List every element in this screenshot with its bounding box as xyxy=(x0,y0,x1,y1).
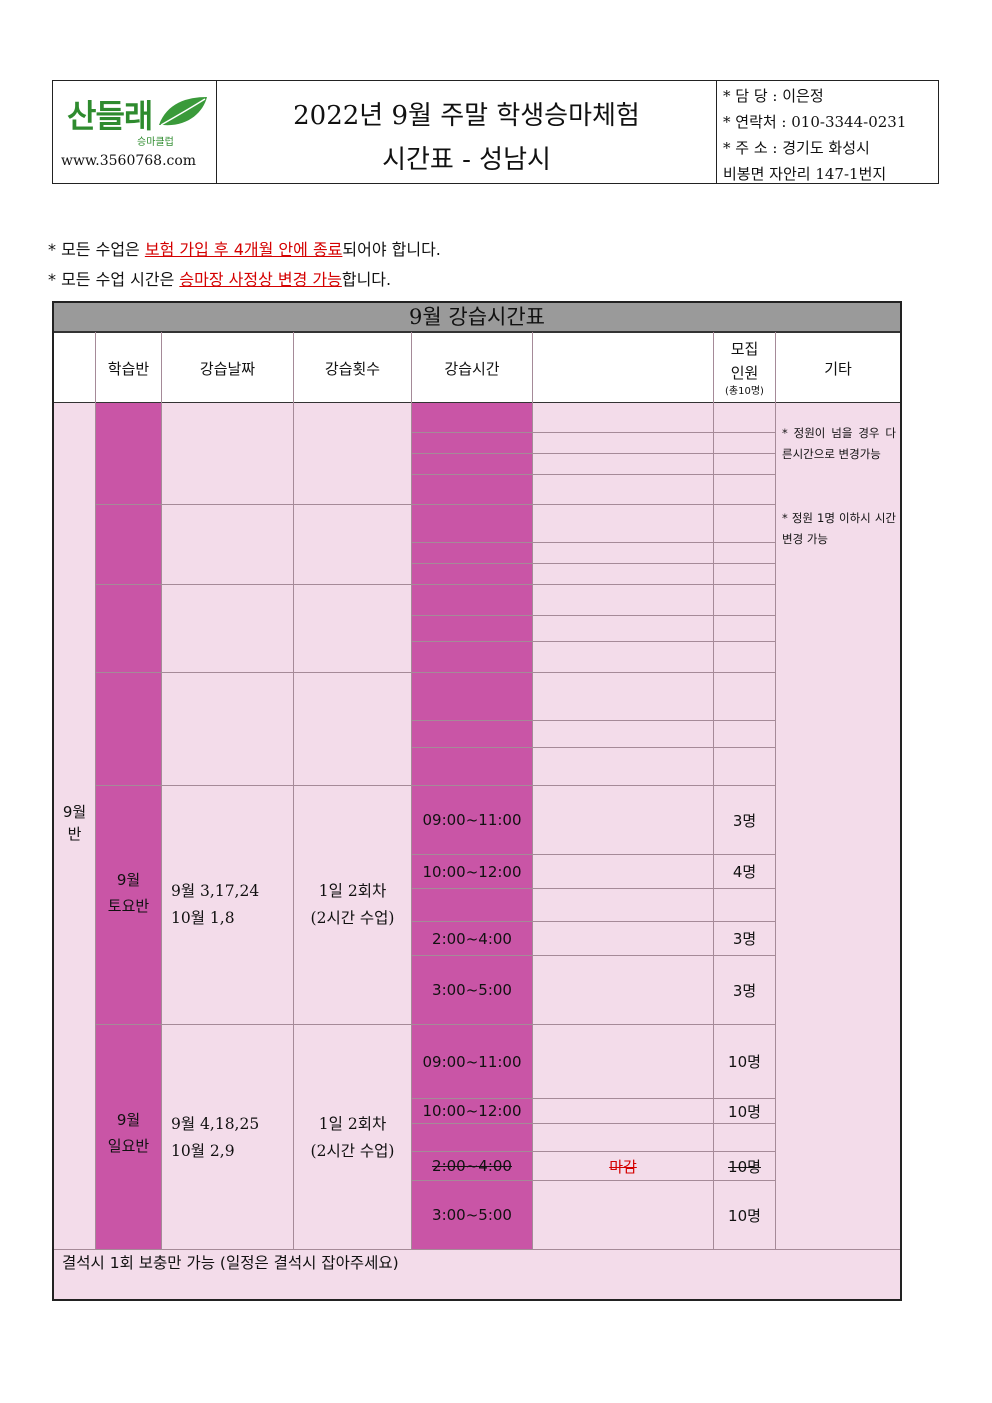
month-label: 9월 반 xyxy=(54,793,95,853)
sat-slot-capacity: 3명 xyxy=(732,930,757,948)
note-text: * 모든 수업 시간은 xyxy=(48,270,180,289)
note-text: 되어야 합니다. xyxy=(342,240,441,259)
sat-slot-time xyxy=(412,889,532,921)
timetable: 9월 강습시간표 학습반 강습날짜 강습횟수 강습시간 모집 인원 (총10명)… xyxy=(52,301,902,1301)
logo-text: 산들래 xyxy=(67,97,153,135)
manager-line: * 담 당 : 이은정 xyxy=(723,87,824,105)
header-empty xyxy=(54,333,95,403)
class-column-fill xyxy=(96,403,161,1249)
saturday-count-sessions: 1일 2회차 xyxy=(318,882,387,900)
sunday-count-sessions: 1일 2회차 xyxy=(318,1115,387,1133)
header-recruit-total: (총10명) xyxy=(725,386,764,397)
header-count: 강습횟수 xyxy=(294,333,411,403)
header-recruit: 모집 인원 (총10명) xyxy=(714,333,775,403)
sunday-class-label: 9월 일요반 xyxy=(96,1103,161,1163)
month-label-line1: 9월 xyxy=(62,803,87,821)
timetable-footer-note: 결석시 1회 보충만 가능 (일정은 결석시 잡아주세요) xyxy=(62,1254,399,1272)
sat-slot-time: 2:00~4:00 xyxy=(432,929,512,948)
sun-slot-status-closed: 마감 xyxy=(609,1157,637,1176)
header-class: 학습반 xyxy=(96,333,161,403)
sat-slot-capacity: 4명 xyxy=(732,863,757,881)
title-cell: 2022년 9월 주말 학생승마체험 시간표 - 성남시 xyxy=(217,81,717,183)
saturday-class-name: 토요반 xyxy=(107,897,150,915)
sat-slot-capacity xyxy=(714,889,775,921)
sunday-count: 1일 2회차 (2시간 수업) xyxy=(294,1111,411,1165)
sat-slot-capacity: 3명 xyxy=(732,981,757,1000)
leaf-icon xyxy=(159,97,207,126)
page-title: 2022년 9월 주말 학생승마체험 xyxy=(293,101,640,131)
header-recruit-line1: 모집 xyxy=(730,340,759,358)
sun-slot-time xyxy=(412,1124,532,1151)
sat-slot-time: 09:00~11:00 xyxy=(422,811,522,829)
header-dates: 강습날짜 xyxy=(162,333,293,403)
sun-slot-capacity: 10명 xyxy=(728,1102,761,1121)
header-box: 산들래 승마클럽 www.3560768.com 2022년 9월 주말 학생승… xyxy=(52,80,939,184)
saturday-dates-oct: 10월 1,8 xyxy=(171,909,235,927)
sun-slot-time: 3:00~5:00 xyxy=(432,1206,512,1224)
saturday-count: 1일 2회차 (2시간 수업) xyxy=(294,878,411,932)
month-label-line2: 반 xyxy=(67,825,82,843)
sunday-class-month: 9월 xyxy=(116,1111,141,1129)
saturday-class-month: 9월 xyxy=(116,871,141,889)
etc-note-capacity: * 정원이 넘을 경우 다른시간으로 변경가능 xyxy=(782,426,896,461)
sun-slot-capacity: 10명 xyxy=(728,1053,761,1071)
sunday-class-name: 일요반 xyxy=(107,1137,150,1155)
sun-slot-capacity: 10명 xyxy=(728,1206,761,1225)
header-recruit-line2: 인원 xyxy=(730,364,759,382)
address-line-2: 비봉면 자안리 147-1번지 xyxy=(723,165,887,183)
saturday-class-label: 9월 토요반 xyxy=(96,863,161,923)
contact-cell: * 담 당 : 이은정 * 연락처 : 010-3344-0231 * 주 소 … xyxy=(717,81,938,183)
etc-note-minimum: * 정원 1명 이하시 시간 변경 가능 xyxy=(782,511,896,546)
logo-cell: 산들래 승마클럽 www.3560768.com xyxy=(53,81,217,183)
sun-slot-time-closed: 2:00~4:00 xyxy=(432,1157,512,1175)
website-url: www.3560768.com xyxy=(61,153,197,169)
header-status xyxy=(533,333,713,403)
header-etc: 기타 xyxy=(776,333,900,403)
note-schedule-change: * 모든 수업 시간은 승마장 사정상 변경 가능합니다. xyxy=(48,266,391,290)
sun-slot-capacity xyxy=(714,1124,775,1151)
note-text: * 모든 수업은 xyxy=(48,240,145,259)
sat-slot-time: 3:00~5:00 xyxy=(432,981,512,999)
sat-slot-time: 10:00~12:00 xyxy=(422,862,522,881)
note-text: 합니다. xyxy=(341,270,392,289)
note-highlight: 승마장 사정상 변경 가능 xyxy=(179,270,342,289)
saturday-dates: 9월 3,17,24 10월 1,8 xyxy=(171,878,293,932)
sun-slot-capacity-closed: 10명 xyxy=(728,1157,761,1176)
saturday-dates-sep: 9월 3,17,24 xyxy=(171,882,260,900)
sunday-count-duration: (2시간 수업) xyxy=(310,1142,395,1160)
sunday-dates-sep: 9월 4,18,25 xyxy=(171,1115,260,1133)
time-column-fill xyxy=(412,403,532,1249)
sunday-dates: 9월 4,18,25 10월 2,9 xyxy=(171,1111,293,1165)
sun-slot-time: 10:00~12:00 xyxy=(422,1102,522,1120)
header-time: 강습시간 xyxy=(412,333,532,403)
sat-slot-capacity: 3명 xyxy=(732,811,757,830)
phone-line: * 연락처 : 010-3344-0231 xyxy=(723,113,907,131)
saturday-count-duration: (2시간 수업) xyxy=(310,909,395,927)
timetable-title: 9월 강습시간표 xyxy=(54,303,900,332)
note-insurance: * 모든 수업은 보험 가입 후 4개월 안에 종료되어야 합니다. xyxy=(48,236,441,260)
page-subtitle: 시간표 - 성남시 xyxy=(382,145,551,175)
sun-slot-time: 09:00~11:00 xyxy=(422,1052,522,1071)
address-line-1: * 주 소 : 경기도 화성시 xyxy=(723,139,870,157)
note-highlight: 보험 가입 후 4개월 안에 종료 xyxy=(144,240,343,259)
logo-sub: 승마클럽 xyxy=(137,137,174,148)
sunday-dates-oct: 10월 2,9 xyxy=(171,1142,235,1160)
